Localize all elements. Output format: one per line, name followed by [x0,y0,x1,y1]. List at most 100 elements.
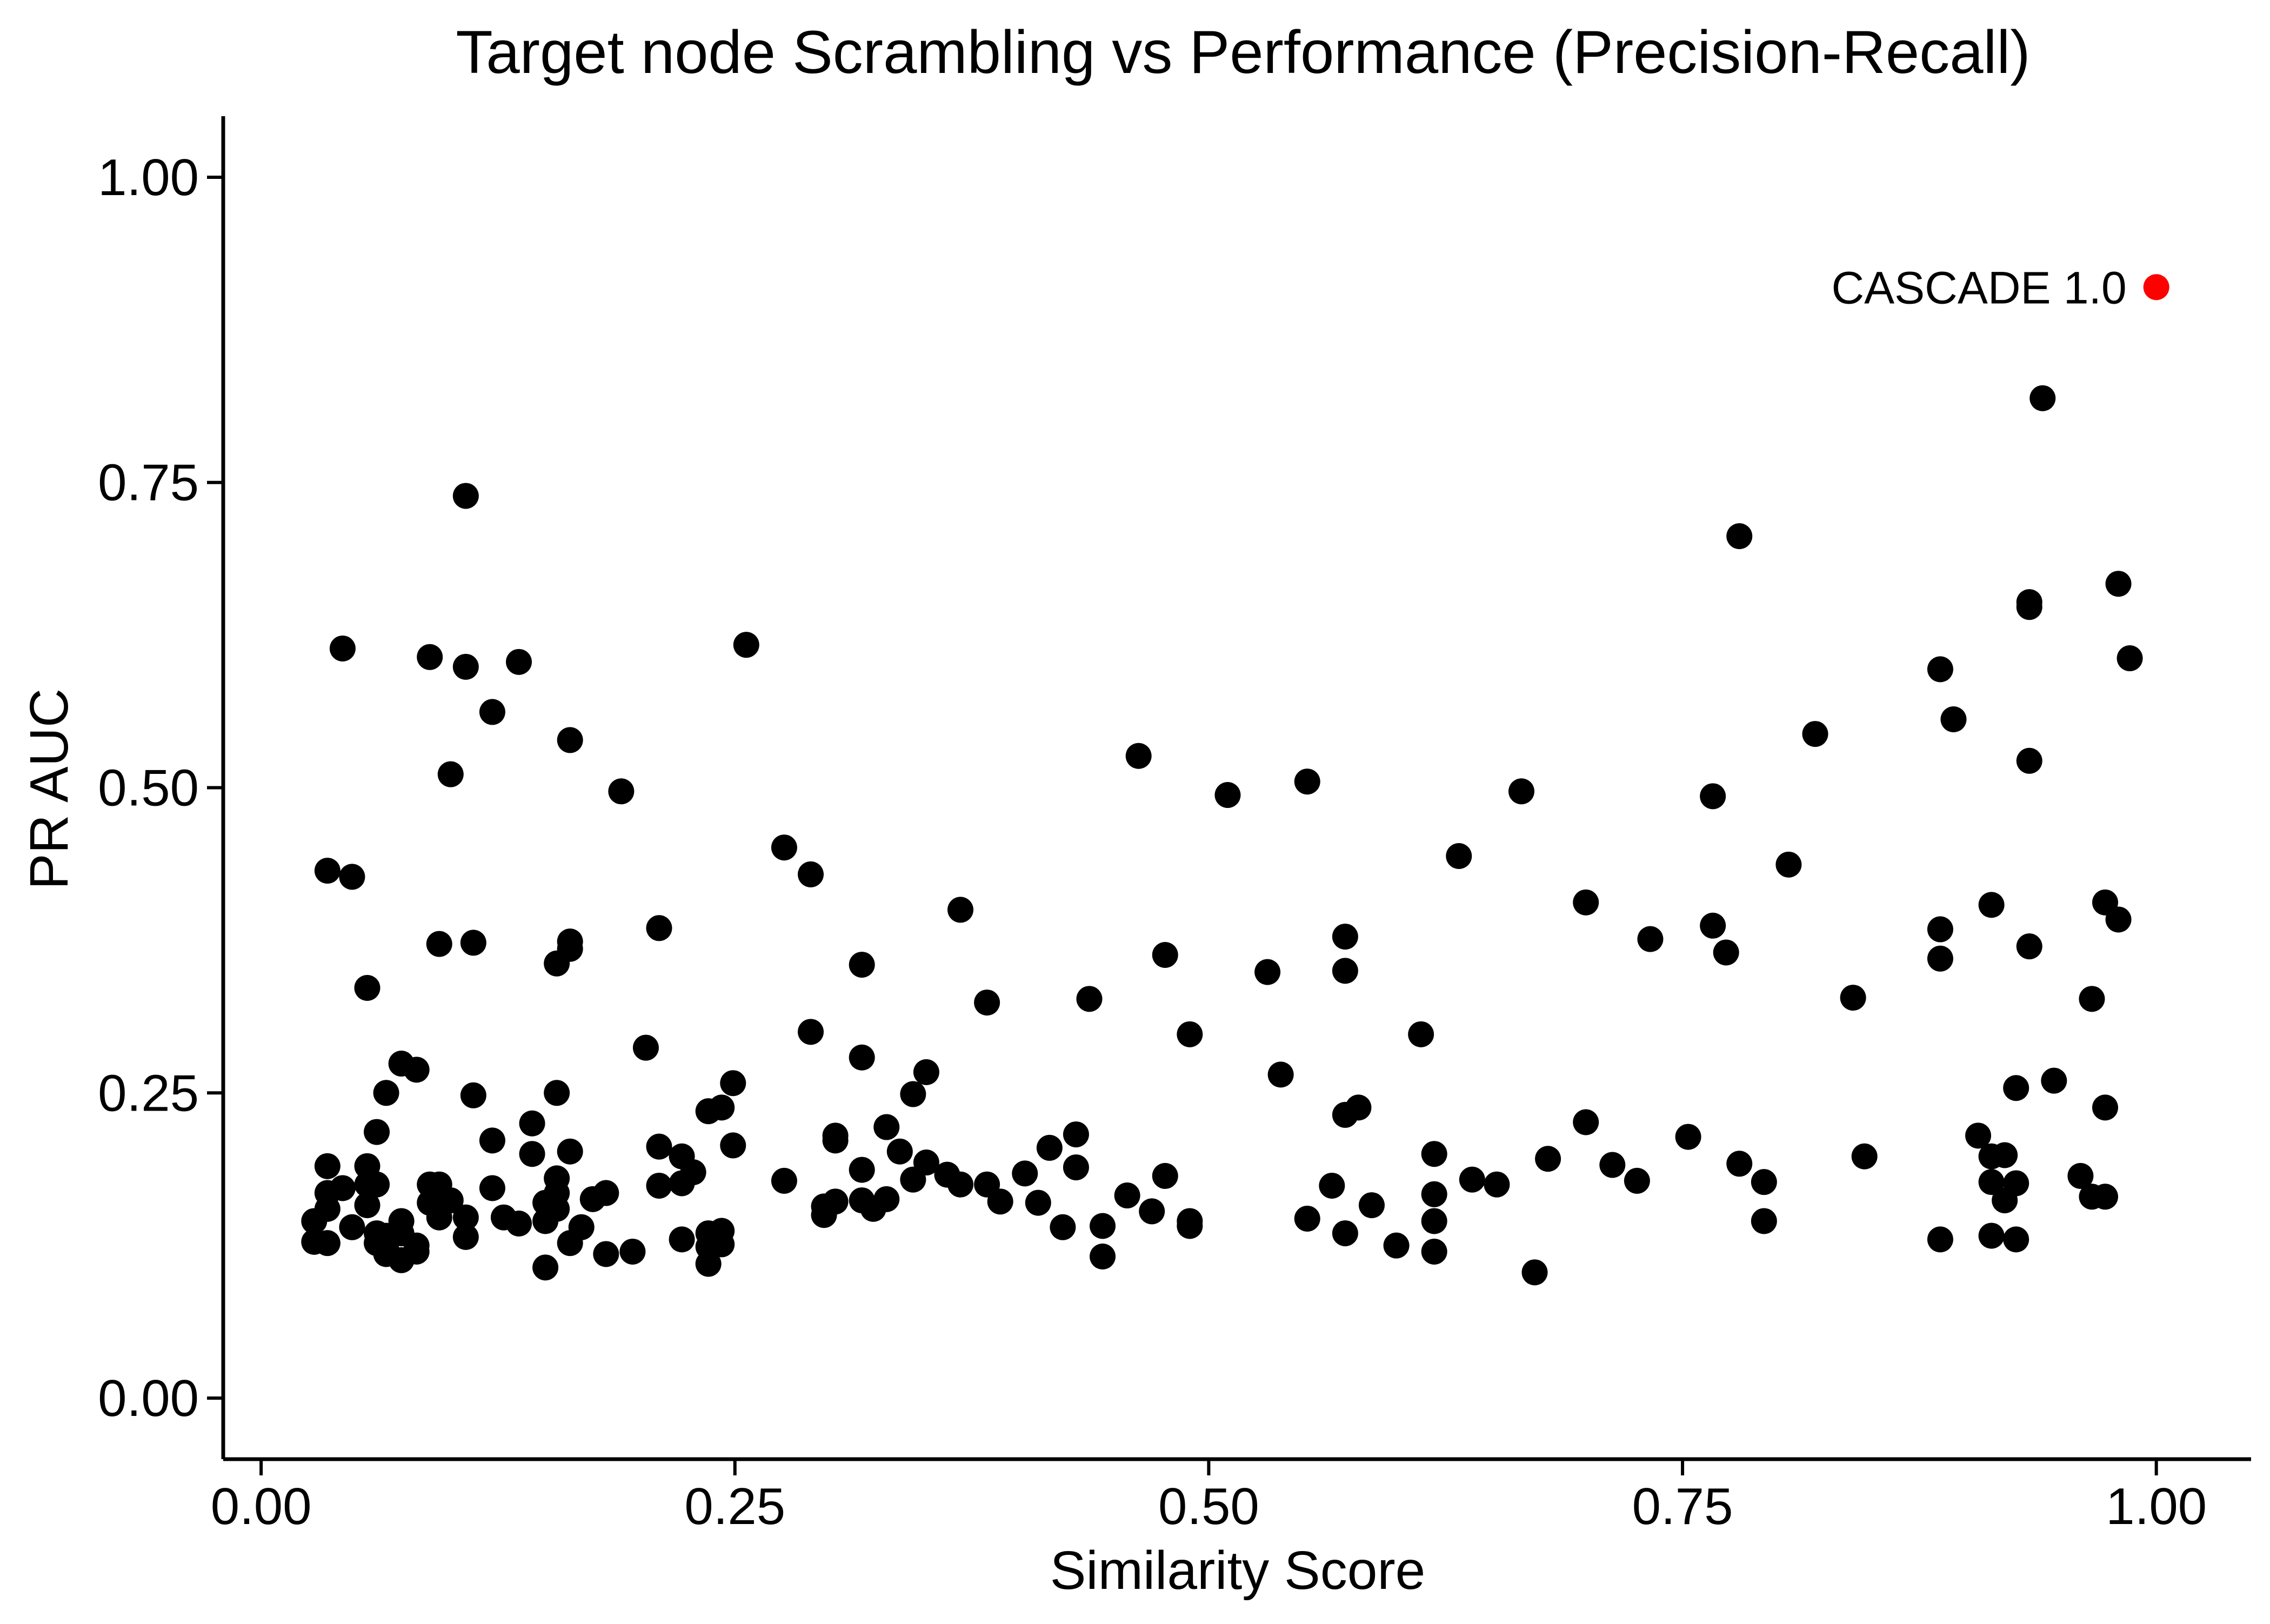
data-point [339,864,365,890]
y-tick-label: 0.25 [98,1064,199,1122]
data-point [403,1238,430,1265]
data-point [1090,1213,1116,1239]
data-point [1700,783,1726,810]
data-point [1573,1109,1599,1135]
x-tick-label: 1.00 [2106,1478,2207,1535]
data-point [437,761,464,787]
data-point [709,1094,735,1121]
data-point [373,1080,399,1106]
data-point [1152,941,1178,968]
point-annotation: CASCADE 1.0 [1831,262,2126,313]
data-point [1177,1213,1203,1239]
data-point [1599,1152,1626,1178]
data-point [2003,1170,2029,1197]
data-point [2105,571,2132,597]
data-point [1927,916,1953,943]
data-point [2041,1067,2067,1094]
data-point [1851,1143,1878,1169]
chart-title: Target node Scrambling vs Performance (P… [456,18,2030,86]
data-point [1751,1208,1777,1234]
data-point [2029,385,2056,411]
data-point [619,1238,646,1265]
data-point [947,1171,974,1198]
data-point [1332,1220,1358,1247]
data-point [2092,1094,2118,1121]
data-point [314,1195,340,1222]
data-point [632,1034,659,1061]
data-point [771,1167,797,1194]
y-tick-label: 0.50 [98,759,199,817]
highlight-point [2143,274,2169,300]
data-point [646,1172,672,1199]
data-point [771,834,797,861]
data-point [1063,1154,1089,1181]
data-point [519,1110,545,1137]
data-point [1025,1189,1051,1216]
data-point [557,1138,583,1165]
data-point [822,1127,849,1154]
data-point [849,1044,875,1071]
data-point [1992,1142,2018,1168]
data-point [329,635,356,661]
data-point [680,1159,706,1186]
data-point [2079,986,2105,1012]
data-point [1802,721,1828,747]
data-point [2117,645,2143,672]
data-point [1090,1243,1116,1269]
data-point [2016,747,2042,774]
data-point [2016,594,2042,620]
data-point [695,1251,722,1277]
data-point [1421,1238,1447,1265]
data-point [354,1192,380,1219]
data-point [1940,706,1967,732]
data-point [913,1150,939,1176]
data-point [1978,892,2005,918]
x-tick-label: 0.25 [684,1478,785,1535]
data-point [1484,1171,1510,1198]
data-point [886,1138,913,1165]
data-point [593,1241,619,1267]
data-point [1624,1167,1650,1194]
data-point [314,858,340,884]
data-point [479,699,505,725]
data-point [544,1195,570,1222]
data-point [873,1114,900,1140]
data-point [1713,939,1739,966]
data-point [314,1153,340,1179]
data-point [733,632,759,658]
data-point [329,1175,356,1201]
data-point [1751,1169,1777,1195]
data-point [849,1157,875,1183]
data-point [479,1175,505,1201]
data-point [798,861,824,887]
data-point [1076,986,1103,1012]
data-point [646,915,672,941]
data-point [2092,1184,2118,1210]
data-point [987,1188,1013,1215]
data-point [364,1171,390,1198]
y-tick-label: 1.00 [98,149,199,206]
data-point [1421,1141,1447,1167]
data-point [452,1224,479,1250]
x-tick-label: 0.00 [211,1478,312,1535]
data-point [1459,1166,1485,1193]
data-point [426,931,452,957]
data-point [913,1059,939,1085]
y-tick-label: 0.00 [98,1369,199,1427]
data-point [1214,782,1241,808]
data-point [1152,1162,1178,1189]
data-point [506,649,532,675]
x-axis-title: Similarity Score [1050,1540,1426,1601]
data-point [1535,1146,1561,1172]
data-point [822,1188,849,1215]
data-point [437,1187,464,1214]
data-point [1775,851,1802,878]
data-point [2003,1226,2029,1253]
data-point [646,1133,672,1160]
data-point [1965,1122,1992,1149]
data-point [479,1127,505,1154]
data-point [2016,933,2042,960]
data-point [1927,1226,1953,1253]
data-point [2003,1075,2029,1101]
